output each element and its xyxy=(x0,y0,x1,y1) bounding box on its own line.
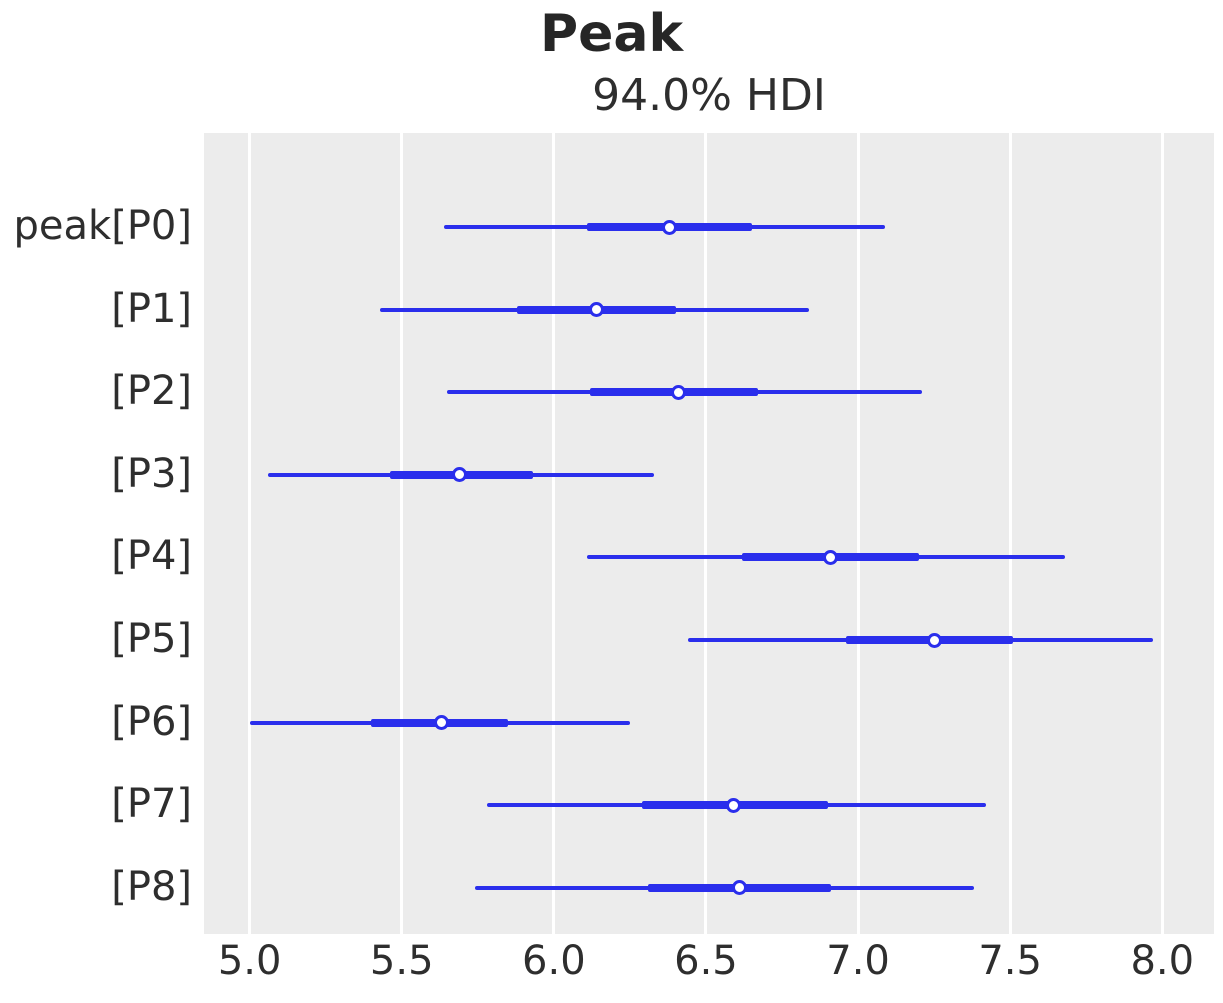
gridline xyxy=(704,133,708,934)
x-tick-label: 7.5 xyxy=(978,938,1042,984)
x-tick-label: 7.0 xyxy=(826,938,890,984)
plot-subtitle: 94.0% HDI xyxy=(592,70,826,121)
median-point xyxy=(926,632,942,648)
y-tick-label: [P7] xyxy=(111,781,192,828)
median-point xyxy=(588,302,604,318)
gridline xyxy=(248,133,252,934)
median-point xyxy=(823,549,839,565)
y-tick-label: [P3] xyxy=(111,450,192,497)
gridline xyxy=(1160,133,1164,934)
x-tick-label: 6.5 xyxy=(674,938,738,984)
median-point xyxy=(452,467,468,483)
y-tick-label: [P2] xyxy=(111,368,192,415)
plot-area xyxy=(204,133,1214,934)
y-tick-label: [P5] xyxy=(111,616,192,663)
x-tick-label: 5.0 xyxy=(217,938,282,984)
median-point xyxy=(661,219,677,235)
y-tick-label: [P1] xyxy=(111,285,192,332)
median-point xyxy=(671,384,687,400)
y-tick-label: [P4] xyxy=(111,533,192,580)
median-point xyxy=(725,797,741,813)
plot-title: Peak xyxy=(539,4,684,64)
gridline xyxy=(400,133,404,934)
gridline xyxy=(856,133,860,934)
gridline xyxy=(1008,133,1012,934)
median-point xyxy=(731,880,747,896)
gridline xyxy=(552,133,556,934)
x-tick-label: 8.0 xyxy=(1130,938,1195,984)
x-tick-label: 6.0 xyxy=(522,938,586,984)
y-tick-label: peak[P0] xyxy=(13,203,192,250)
y-tick-label: [P8] xyxy=(111,863,192,910)
median-point xyxy=(433,715,449,731)
x-tick-label: 5.5 xyxy=(369,938,434,984)
y-tick-label: [P6] xyxy=(111,698,192,745)
